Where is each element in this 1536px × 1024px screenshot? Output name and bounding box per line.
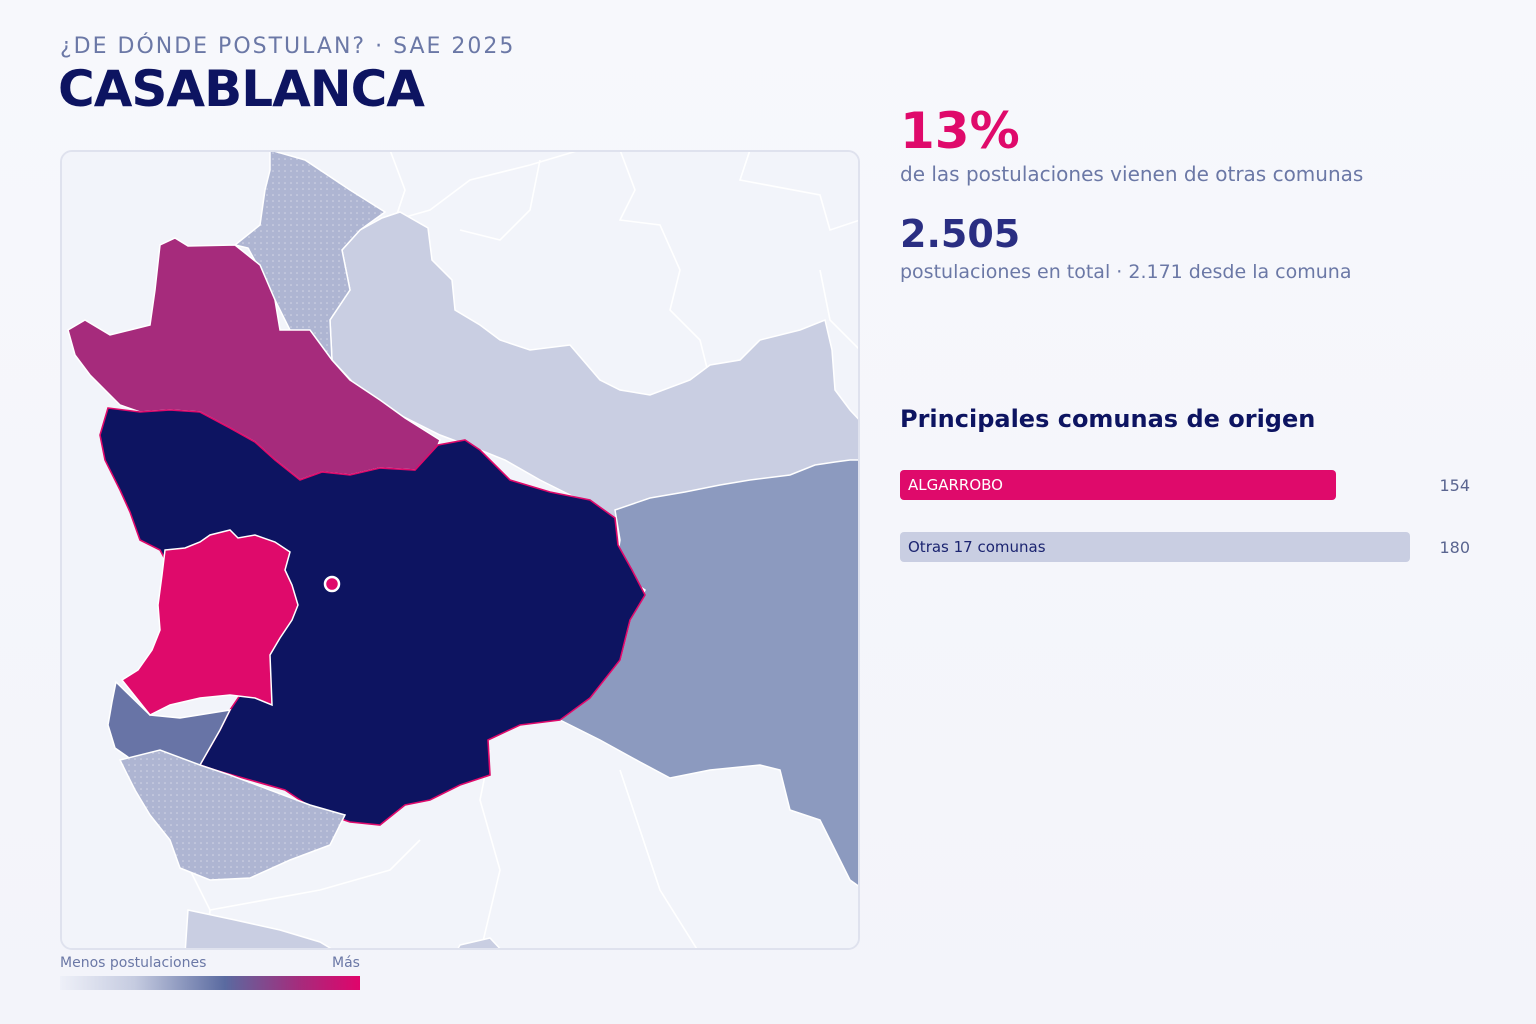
page-title: CASABLANCA (58, 60, 425, 118)
origin-bar-row[interactable]: Otras 17 comunas 180 (900, 532, 1470, 562)
map-kicker: ¿DE DÓNDE POSTULAN? · SAE 2025 (60, 34, 516, 59)
external-share-value: 13% (900, 102, 1020, 160)
dot-pattern (120, 750, 345, 880)
origin-bar-value: 180 (1439, 538, 1470, 557)
origin-bar-value: 154 (1439, 476, 1470, 495)
choropleth-map[interactable] (60, 150, 860, 950)
location-marker[interactable] (323, 575, 341, 593)
total-applications-label: postulaciones en total · 2.171 desde la … (900, 261, 1352, 283)
origin-bar-label: Otras 17 comunas (908, 538, 1046, 556)
commune-region[interactable] (455, 937, 505, 950)
legend-max-label: Más (332, 955, 360, 971)
origins-title: Principales comunas de origen (900, 405, 1316, 433)
external-share-label: de las postulaciones vienen de otras com… (900, 162, 1364, 186)
origin-bar-row[interactable]: ALGARROBO 154 (900, 470, 1470, 500)
legend-gradient-bar (60, 976, 360, 990)
commune-region[interactable] (184, 909, 340, 950)
commune-region[interactable] (329, 211, 860, 523)
legend-min-label: Menos postulaciones (60, 955, 207, 971)
origin-bar (900, 470, 1336, 500)
origin-bar-label: ALGARROBO (908, 476, 1003, 494)
commune-region-algarrobo[interactable] (120, 529, 299, 716)
total-applications-value: 2.505 (900, 212, 1021, 256)
origin-bar (900, 532, 1410, 562)
map-svg[interactable] (60, 150, 860, 950)
dot-pattern (235, 152, 385, 360)
